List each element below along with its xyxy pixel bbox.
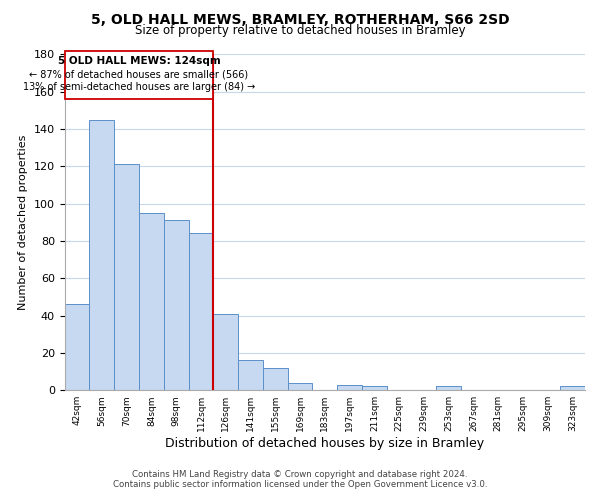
Bar [436,386,461,390]
Text: Contains HM Land Registry data © Crown copyright and database right 2024.
Contai: Contains HM Land Registry data © Crown c… [113,470,487,489]
Text: ← 87% of detached houses are smaller (566): ← 87% of detached houses are smaller (56… [29,69,248,79]
Bar [337,384,362,390]
Bar [65,50,214,99]
Text: 5, OLD HALL MEWS, BRAMLEY, ROTHERHAM, S66 2SD: 5, OLD HALL MEWS, BRAMLEY, ROTHERHAM, S6… [91,12,509,26]
Y-axis label: Number of detached properties: Number of detached properties [18,134,28,310]
Bar [114,164,139,390]
Bar [238,360,263,390]
Bar [560,386,585,390]
Text: Size of property relative to detached houses in Bramley: Size of property relative to detached ho… [134,24,466,37]
Bar [287,382,313,390]
Text: 13% of semi-detached houses are larger (84) →: 13% of semi-detached houses are larger (… [23,82,255,92]
Bar [89,120,114,390]
X-axis label: Distribution of detached houses by size in Bramley: Distribution of detached houses by size … [165,437,484,450]
Bar [139,213,164,390]
Bar [362,386,387,390]
Bar [164,220,188,390]
Bar [188,234,214,390]
Bar [263,368,287,390]
Bar [65,304,89,390]
Bar [214,314,238,390]
Text: 5 OLD HALL MEWS: 124sqm: 5 OLD HALL MEWS: 124sqm [58,56,220,66]
